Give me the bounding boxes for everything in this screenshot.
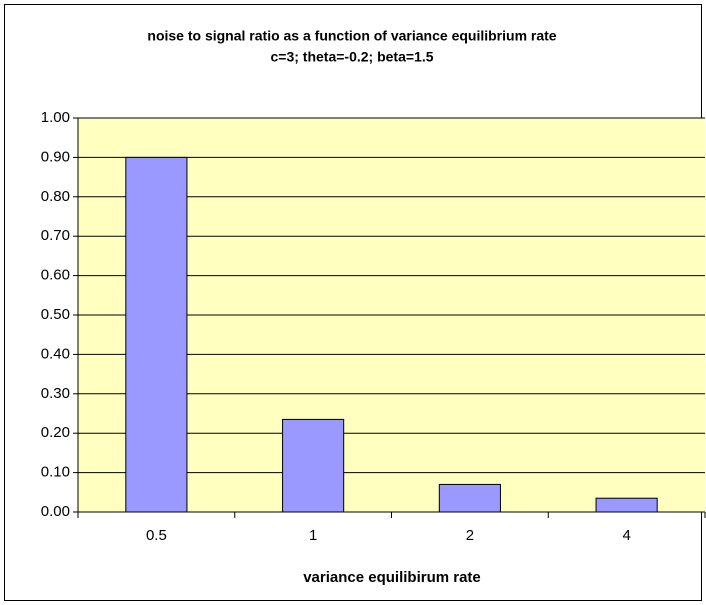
x-tick-label: 0.5 — [146, 527, 167, 544]
y-tick-label: 0.80 — [41, 188, 70, 205]
x-tick-label: 4 — [622, 527, 630, 544]
x-tick-label: 1 — [309, 527, 317, 544]
y-tick-label: 0.40 — [41, 345, 70, 362]
y-tick-label: 0.50 — [41, 306, 70, 323]
x-axis-title: variance equilibirum rate — [303, 569, 481, 586]
y-tick-label: 0.70 — [41, 227, 70, 244]
bar — [282, 418, 345, 513]
chart-subtitle: c=3; theta=-0.2; beta=1.5 — [270, 49, 433, 65]
y-tick-label: 0.00 — [41, 503, 70, 520]
bar — [125, 156, 188, 513]
chart-title: noise to signal ratio as a function of v… — [147, 28, 556, 44]
y-tick-label: 0.10 — [41, 464, 70, 481]
x-tick-label: 2 — [466, 527, 474, 544]
y-tick-label: 1.00 — [41, 109, 70, 126]
bar — [595, 497, 658, 513]
bar — [438, 483, 501, 513]
y-tick-label: 0.20 — [41, 424, 70, 441]
y-tick-label: 0.30 — [41, 385, 70, 402]
y-tick-label: 0.90 — [41, 148, 70, 165]
y-tick-label: 0.60 — [41, 267, 70, 284]
